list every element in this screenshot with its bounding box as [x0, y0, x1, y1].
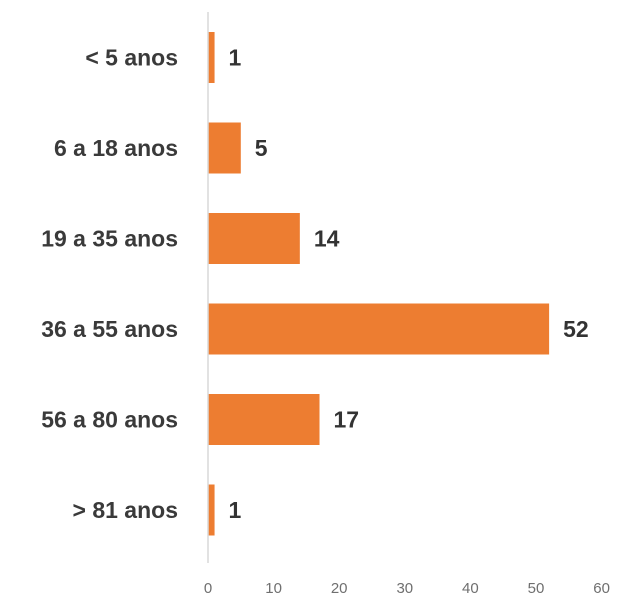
category-label: > 81 anos [73, 497, 178, 523]
category-label: 19 a 35 anos [41, 226, 178, 252]
data-label: 1 [229, 497, 242, 523]
data-label: 52 [563, 316, 589, 342]
data-label: 17 [334, 407, 360, 433]
x-tick-label: 30 [396, 580, 413, 597]
bar [208, 484, 215, 536]
bar [208, 32, 215, 83]
bar [208, 213, 300, 264]
category-label: 6 a 18 anos [54, 135, 178, 161]
category-label: 56 a 80 anos [41, 407, 178, 433]
category-labels: < 5 anos 6 a 18 anos 19 a 35 anos 36 a 55 a… [41, 45, 178, 524]
data-label: 14 [314, 226, 340, 252]
category-label: < 5 anos [85, 45, 178, 71]
data-label: 1 [229, 45, 242, 71]
x-tick-label: 10 [265, 580, 282, 597]
x-tick-label: 40 [462, 580, 479, 597]
value-labels: 1 5 14 52 17 1 [229, 45, 589, 524]
x-tick-label: 60 [593, 580, 610, 597]
data-label: 5 [255, 135, 268, 161]
bars-layer [208, 32, 550, 536]
bar [208, 394, 320, 445]
bar [208, 303, 550, 355]
x-tick-label: 0 [204, 580, 212, 597]
category-label: 36 a 55 anos [41, 316, 178, 342]
bar [208, 122, 241, 174]
x-axis-ticks: 0 10 20 30 40 50 60 [204, 580, 610, 597]
x-tick-label: 50 [528, 580, 545, 597]
x-tick-label: 20 [331, 580, 348, 597]
